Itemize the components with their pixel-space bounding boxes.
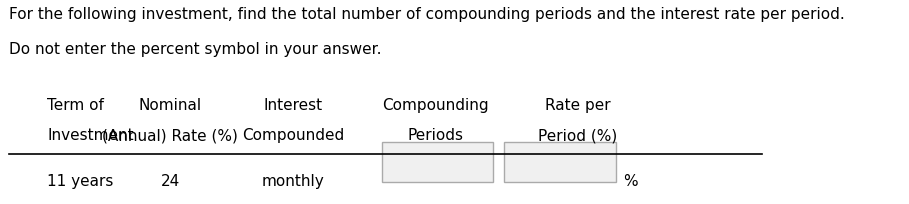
Text: 24: 24	[161, 174, 180, 190]
Text: Term of: Term of	[47, 98, 105, 113]
Text: Compounding: Compounding	[382, 98, 488, 113]
Text: 11 years: 11 years	[47, 174, 114, 190]
Text: (Annual) Rate (%): (Annual) Rate (%)	[103, 128, 238, 143]
Text: monthly: monthly	[262, 174, 325, 190]
Text: For the following investment, find the total number of compounding periods and t: For the following investment, find the t…	[9, 7, 844, 22]
Text: Periods: Periods	[407, 128, 464, 143]
FancyBboxPatch shape	[504, 142, 615, 183]
Text: Do not enter the percent symbol in your answer.: Do not enter the percent symbol in your …	[9, 42, 382, 57]
Text: Nominal: Nominal	[139, 98, 202, 113]
Text: %: %	[624, 174, 638, 190]
Text: Interest: Interest	[264, 98, 323, 113]
Text: Period (%): Period (%)	[538, 128, 617, 143]
Text: Rate per: Rate per	[544, 98, 610, 113]
Text: Investment: Investment	[47, 128, 135, 143]
Text: Compounded: Compounded	[242, 128, 345, 143]
FancyBboxPatch shape	[382, 142, 493, 183]
